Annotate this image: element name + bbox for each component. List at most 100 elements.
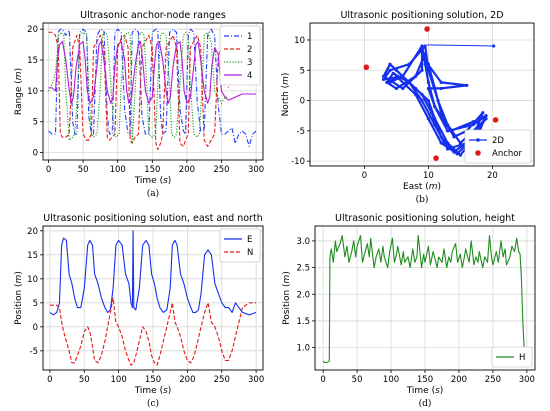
track-point [401, 86, 405, 91]
x-axis-label: Time (s) [134, 176, 172, 186]
track-point [439, 80, 443, 84]
track-point [433, 86, 437, 91]
x-axis-label: East (m) [403, 182, 441, 192]
x-axis-label-text: East [403, 182, 425, 192]
y-tick-label: 5 [33, 118, 38, 128]
track-point [458, 141, 462, 145]
y-tick-label: 20 [27, 227, 38, 237]
series-line-1 [48, 28, 257, 147]
chart-title: Ultrasonic positioning solution, 2D [340, 10, 503, 21]
chart-title: Ultrasonic positioning solution, east an… [43, 213, 262, 224]
x-tick-label: 0 [46, 165, 51, 175]
track-point [439, 135, 443, 139]
track-jump-segment [427, 44, 494, 47]
x-tick-label: 200 [179, 375, 195, 385]
track-point [465, 83, 469, 88]
y-tick-label: 20 [27, 25, 38, 35]
y-axis-label: Position (m) [282, 271, 292, 325]
track-point [388, 68, 392, 72]
track-point [423, 44, 427, 48]
x-tick-label: 100 [110, 165, 126, 175]
subfigure-caption: (d) [419, 398, 432, 409]
track-point [426, 98, 430, 103]
y-axis-label-unit: m [14, 71, 24, 80]
y-tick-label: 15 [27, 56, 38, 66]
chart-title: Ultrasonic positioning solution, height [335, 213, 515, 224]
x-tick-label: 300 [248, 375, 264, 385]
track-point [414, 92, 418, 97]
x-axis-label: Time (s) [406, 386, 444, 396]
legend-box [219, 228, 261, 263]
x-axis-label-text: Time [406, 386, 432, 396]
track-point [420, 47, 424, 51]
legend: 2D Anchor [464, 129, 532, 164]
track-point [433, 117, 437, 121]
track-point [449, 129, 453, 133]
track-point [426, 80, 430, 84]
chart-title: Ultrasonic anchor-node ranges [80, 10, 226, 21]
y-axis-label-unit: m [14, 274, 24, 283]
x-axis-label-unit: s [435, 386, 440, 396]
subfigure-caption: (b) [416, 194, 429, 205]
y-tick-label: 2.5 [296, 264, 310, 274]
grid-lines [315, 226, 535, 370]
legend-label: 4 [247, 71, 252, 81]
y-tick-label: 0 [33, 149, 38, 159]
track-point [426, 62, 430, 66]
plot-area [48, 28, 257, 151]
track-point [478, 123, 482, 127]
track-point [385, 80, 389, 84]
track-point [423, 62, 427, 66]
anchor-point [433, 155, 439, 161]
x-tick-label: 200 [451, 375, 467, 385]
track-point [420, 98, 424, 103]
track-point [471, 123, 475, 127]
x-tick-label: 20 [487, 171, 498, 181]
track-point [394, 68, 398, 72]
y-tick-label: 15 [27, 251, 38, 261]
x-tick-label: 250 [213, 165, 229, 175]
track-point [391, 71, 395, 75]
y-axis-label-text: Position [14, 287, 24, 325]
y-tick-label: 0 [33, 323, 38, 333]
track-point [407, 80, 411, 84]
y-axis-label-text: Position [282, 287, 292, 325]
y-tick-label: 10 [294, 36, 305, 46]
plot-area [363, 26, 499, 161]
series-line-4 [48, 40, 257, 104]
x-axis-label: Time (s) [134, 386, 172, 396]
series-line-E [49, 230, 257, 316]
x-tick-label: 50 [78, 165, 89, 175]
legend-label: 2 [247, 45, 252, 55]
y-axis-label-unit: m [281, 76, 291, 85]
x-tick-label: 0 [362, 171, 367, 181]
legend-marker-Anchor [475, 150, 481, 156]
legend: 1 2 3 4 [219, 25, 261, 86]
chart-c: Ultrasonic positioning solution, east an… [14, 213, 264, 409]
track-point [446, 147, 450, 151]
axes-frame [309, 22, 535, 167]
axes-frame [42, 22, 264, 161]
legend-label: 2D [492, 136, 504, 146]
track-point [421, 56, 425, 60]
legend: H [491, 346, 533, 368]
track-point [414, 86, 418, 91]
chart-d: Ultrasonic positioning solution, height 0… [282, 213, 536, 409]
x-tick-label: 0 [47, 375, 52, 385]
track-point [439, 141, 443, 145]
track-point [388, 80, 392, 84]
track-point [433, 105, 437, 109]
track-point [407, 62, 411, 66]
track-point [458, 153, 462, 157]
y-tick-label: 1.0 [296, 344, 310, 354]
axes-frame [42, 225, 264, 371]
x-axis-label-unit: s [163, 176, 168, 186]
y-tick-label: 2.0 [296, 290, 310, 300]
x-tick-label: 10 [423, 171, 434, 181]
y-tick-label: -5 [297, 127, 305, 137]
track-point [388, 62, 392, 66]
anchor-point [424, 26, 430, 32]
legend-label: 3 [247, 58, 252, 68]
